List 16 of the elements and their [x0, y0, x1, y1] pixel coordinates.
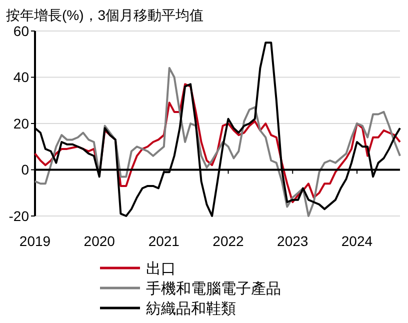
x-tick-label: 2020	[84, 233, 116, 249]
line-series	[34, 83, 401, 204]
x-tick-label: 2023	[277, 233, 308, 249]
y-tick-label: -20	[8, 208, 30, 224]
x-tick-label: 2019	[19, 233, 51, 249]
x-tick-label: 2022	[212, 233, 244, 249]
y-tick-label: 60	[13, 22, 30, 39]
y-tick-label: 20	[13, 115, 30, 132]
legend-label: 紡織品和鞋類	[146, 300, 236, 318]
chart-title: 按年增長(%)，3個月移動平均值	[6, 7, 204, 23]
legend-label: 出口	[146, 260, 176, 278]
y-tick-label: 40	[13, 69, 30, 86]
legend-label: 手機和電腦電子產品	[146, 280, 281, 298]
x-tick-label: 2021	[148, 233, 180, 249]
y-tick-label: 0	[21, 162, 30, 178]
x-tick-label: 2024	[341, 233, 373, 249]
